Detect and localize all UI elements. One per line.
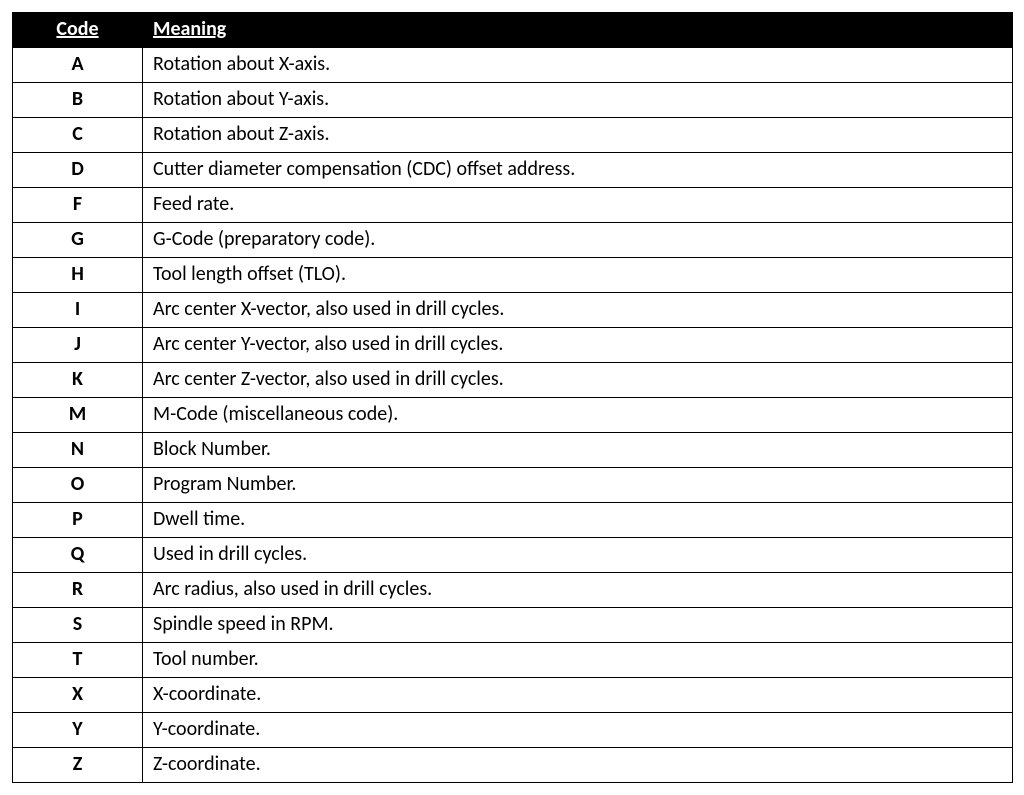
table-row: H Tool length offset (TLO). <box>13 258 1013 293</box>
code-cell: H <box>13 258 143 293</box>
meaning-cell: Program Number. <box>143 468 1013 503</box>
table-row: G G-Code (preparatory code). <box>13 223 1013 258</box>
code-cell: I <box>13 293 143 328</box>
table-row: P Dwell time. <box>13 503 1013 538</box>
code-cell: B <box>13 83 143 118</box>
meaning-cell: Z-coordinate. <box>143 748 1013 783</box>
code-cell: K <box>13 363 143 398</box>
table-row: S Spindle speed in RPM. <box>13 608 1013 643</box>
meaning-cell: Arc center Y-vector, also used in drill … <box>143 328 1013 363</box>
table-row: T Tool number. <box>13 643 1013 678</box>
meaning-cell: Arc center Z-vector, also used in drill … <box>143 363 1013 398</box>
code-cell: X <box>13 678 143 713</box>
table-row: X X-coordinate. <box>13 678 1013 713</box>
meaning-cell: Dwell time. <box>143 503 1013 538</box>
code-cell: O <box>13 468 143 503</box>
code-cell: Z <box>13 748 143 783</box>
meaning-cell: X-coordinate. <box>143 678 1013 713</box>
code-cell: T <box>13 643 143 678</box>
code-cell: N <box>13 433 143 468</box>
code-cell: Y <box>13 713 143 748</box>
table-row: F Feed rate. <box>13 188 1013 223</box>
meaning-cell: Tool length offset (TLO). <box>143 258 1013 293</box>
header-row: Code Meaning <box>13 13 1013 48</box>
meaning-cell: Used in drill cycles. <box>143 538 1013 573</box>
meaning-cell: Rotation about Z-axis. <box>143 118 1013 153</box>
meaning-cell: G-Code (preparatory code). <box>143 223 1013 258</box>
table-head: Code Meaning <box>13 13 1013 48</box>
meaning-cell: Rotation about X-axis. <box>143 48 1013 83</box>
table-row: D Cutter diameter compensation (CDC) off… <box>13 153 1013 188</box>
col-header-code: Code <box>13 13 143 48</box>
code-cell: J <box>13 328 143 363</box>
table-row: N Block Number. <box>13 433 1013 468</box>
table-body: A Rotation about X-axis. B Rotation abou… <box>13 48 1013 783</box>
code-cell: M <box>13 398 143 433</box>
code-cell: F <box>13 188 143 223</box>
code-table: Code Meaning A Rotation about X-axis. B … <box>12 12 1013 783</box>
table-row: M M-Code (miscellaneous code). <box>13 398 1013 433</box>
meaning-cell: Cutter diameter compensation (CDC) offse… <box>143 153 1013 188</box>
table-row: Q Used in drill cycles. <box>13 538 1013 573</box>
meaning-cell: Feed rate. <box>143 188 1013 223</box>
meaning-cell: M-Code (miscellaneous code). <box>143 398 1013 433</box>
code-cell: C <box>13 118 143 153</box>
code-cell: A <box>13 48 143 83</box>
code-cell: S <box>13 608 143 643</box>
table-row: R Arc radius, also used in drill cycles. <box>13 573 1013 608</box>
table-row: K Arc center Z-vector, also used in dril… <box>13 363 1013 398</box>
meaning-cell: Arc radius, also used in drill cycles. <box>143 573 1013 608</box>
code-cell: Q <box>13 538 143 573</box>
code-cell: G <box>13 223 143 258</box>
table-row: O Program Number. <box>13 468 1013 503</box>
table-row: C Rotation about Z-axis. <box>13 118 1013 153</box>
code-cell: P <box>13 503 143 538</box>
col-header-meaning: Meaning <box>143 13 1013 48</box>
meaning-cell: Block Number. <box>143 433 1013 468</box>
table-row: Z Z-coordinate. <box>13 748 1013 783</box>
meaning-cell: Rotation about Y-axis. <box>143 83 1013 118</box>
table-row: B Rotation about Y-axis. <box>13 83 1013 118</box>
table-row: A Rotation about X-axis. <box>13 48 1013 83</box>
meaning-cell: Y-coordinate. <box>143 713 1013 748</box>
meaning-cell: Arc center X-vector, also used in drill … <box>143 293 1013 328</box>
table-row: Y Y-coordinate. <box>13 713 1013 748</box>
meaning-cell: Spindle speed in RPM. <box>143 608 1013 643</box>
table-row: I Arc center X-vector, also used in dril… <box>13 293 1013 328</box>
code-cell: D <box>13 153 143 188</box>
meaning-cell: Tool number. <box>143 643 1013 678</box>
table-row: J Arc center Y-vector, also used in dril… <box>13 328 1013 363</box>
code-cell: R <box>13 573 143 608</box>
